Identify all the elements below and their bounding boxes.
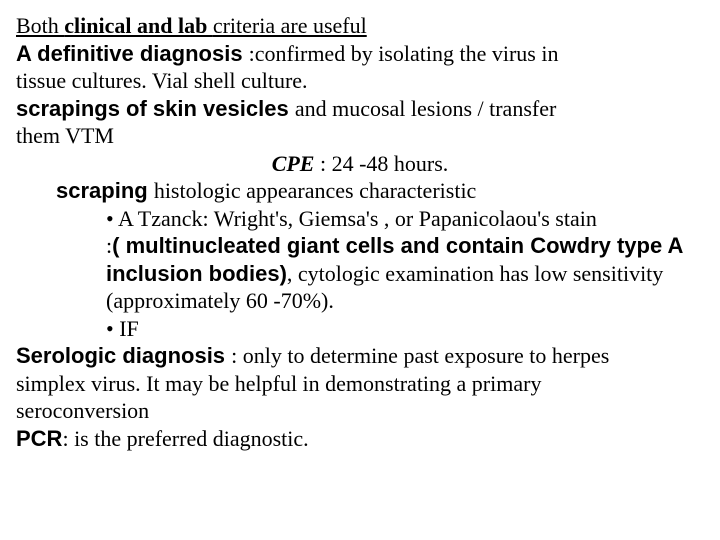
t: clinical and lab — [64, 13, 213, 38]
line-13: Serologic diagnosis : only to determine … — [16, 342, 704, 370]
t: and mucosal lesions / transfer — [295, 96, 557, 121]
t: :confirmed by isolating the virus in — [249, 41, 559, 66]
t: scraping — [56, 178, 154, 203]
line-2: A definitive diagnosis :confirmed by iso… — [16, 40, 704, 68]
line-9: :( multinucleated giant cells and contai… — [16, 232, 704, 260]
line-11: (approximately 60 -70%). — [16, 287, 704, 315]
line-16: PCR: is the preferred diagnostic. — [16, 425, 704, 453]
t: inclusion bodies) — [106, 261, 287, 286]
line-14: simplex virus. It may be helpful in demo… — [16, 370, 704, 398]
t: : only to determine past exposure to her… — [231, 343, 609, 368]
t: A definitive diagnosis — [16, 41, 249, 66]
t: : 24 -48 hours. — [320, 151, 448, 176]
t: histologic appearances characteristic — [154, 178, 477, 203]
t: ( multinucleated giant cells and contain… — [112, 233, 683, 258]
line-10: inclusion bodies), cytologic examination… — [16, 260, 704, 288]
t: Both — [16, 13, 64, 38]
line-5: them VTM — [16, 122, 704, 150]
line-1: Both clinical and lab criteria are usefu… — [16, 12, 704, 40]
line-3: tissue cultures. Vial shell culture. — [16, 67, 704, 95]
line-7: scraping histologic appearances characte… — [16, 177, 704, 205]
t: , cytologic examination has low sensitiv… — [287, 261, 663, 286]
line-15: seroconversion — [16, 397, 704, 425]
line-12: • IF — [16, 315, 704, 343]
t: Serologic diagnosis — [16, 343, 231, 368]
t: CPE — [272, 151, 320, 176]
line-8: • A Tzanck: Wright's, Giemsa's , or Papa… — [16, 205, 704, 233]
t: PCR — [16, 426, 62, 451]
line-6: CPE : 24 -48 hours. — [16, 150, 704, 178]
t: criteria are useful — [213, 13, 367, 38]
line-4: scrapings of skin vesicles and mucosal l… — [16, 95, 704, 123]
t: : is the preferred diagnostic. — [62, 426, 308, 451]
t: scrapings of skin vesicles — [16, 96, 295, 121]
